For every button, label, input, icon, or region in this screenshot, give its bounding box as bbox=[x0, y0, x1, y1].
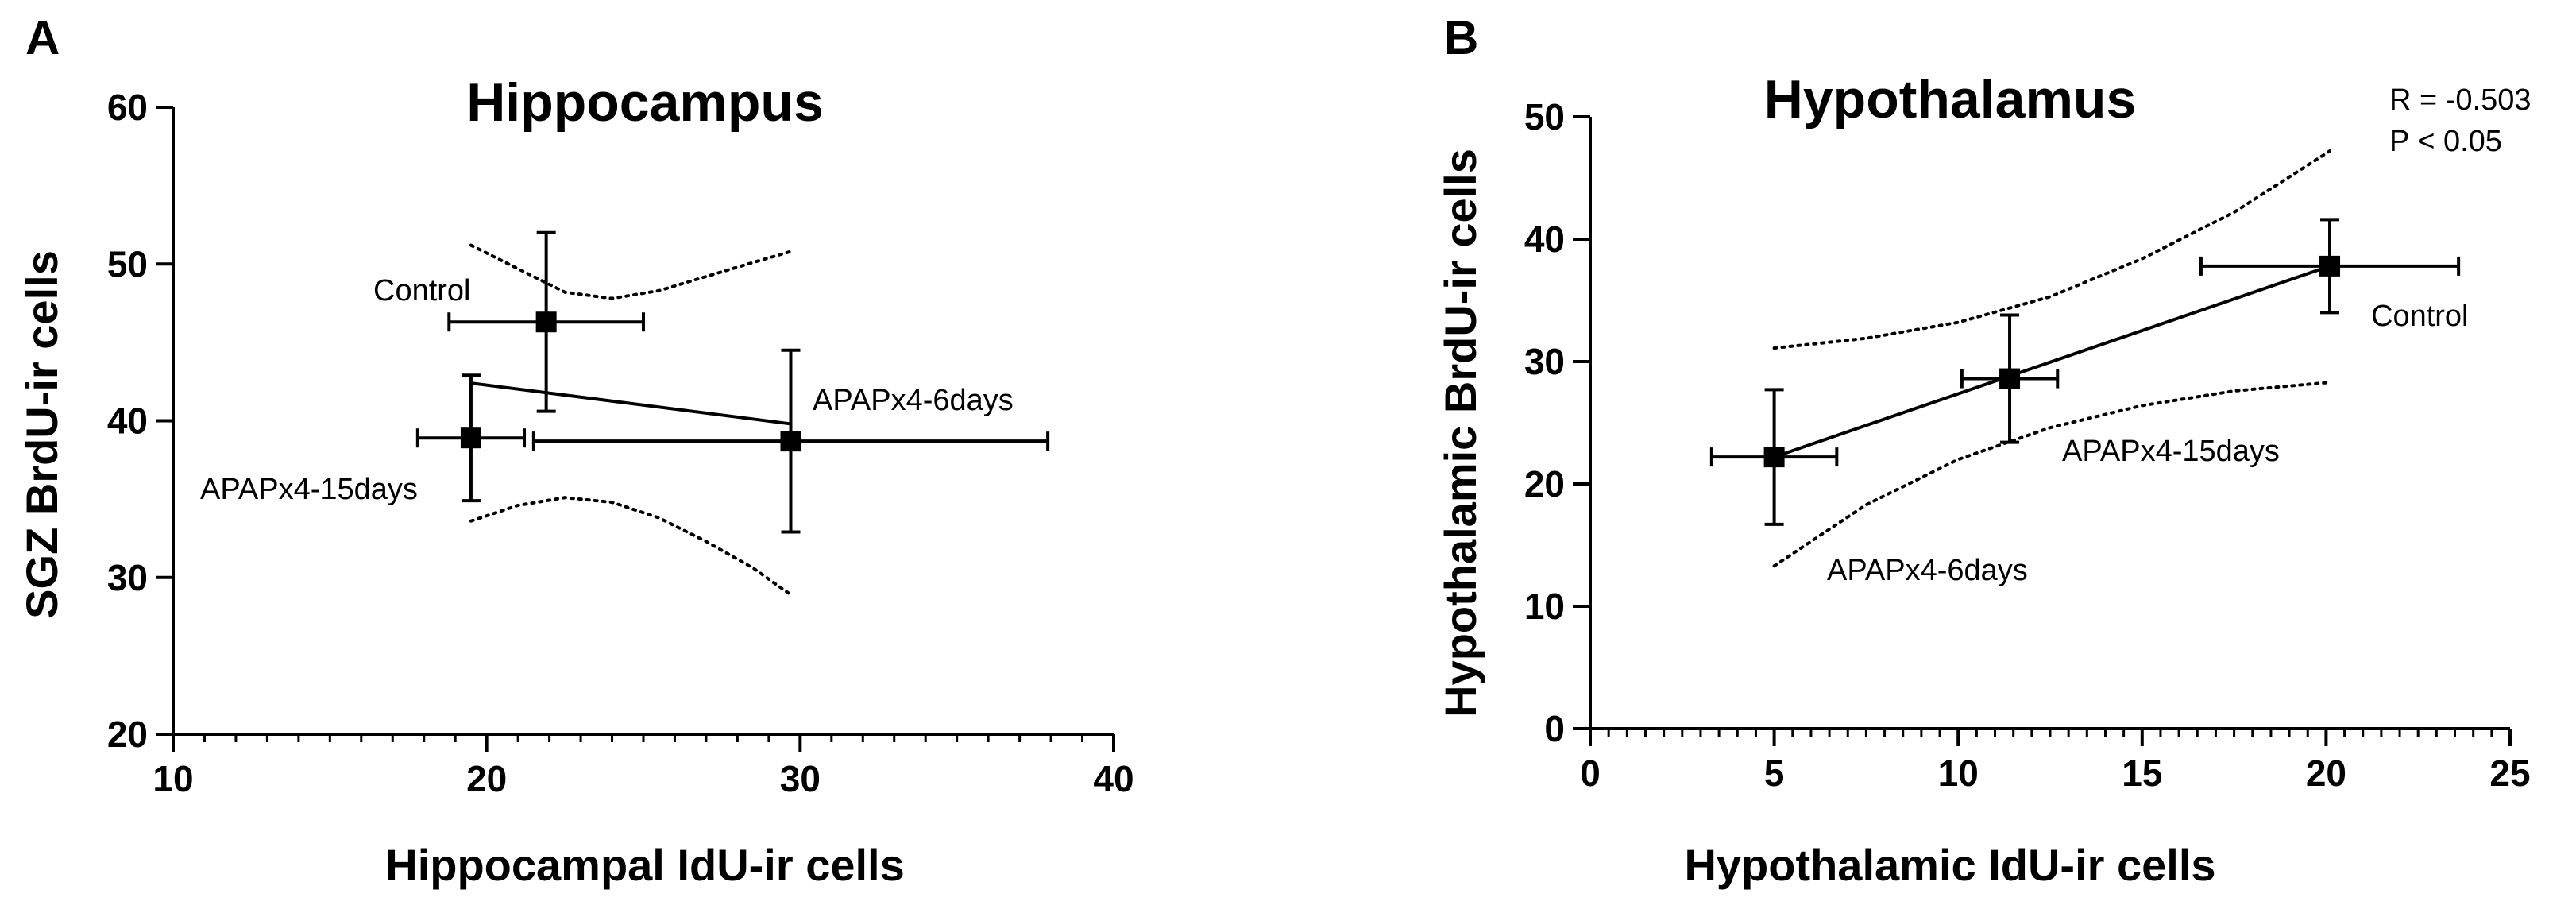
square-marker bbox=[1999, 368, 2021, 389]
data-point bbox=[531, 348, 1050, 534]
y-tick-label: 50 bbox=[107, 243, 148, 284]
data-point bbox=[415, 373, 527, 503]
square-marker bbox=[2319, 255, 2341, 277]
confidence-band-a bbox=[469, 243, 793, 597]
x-tick-label: 15 bbox=[2122, 752, 2162, 794]
point-label-control-a: Control bbox=[373, 274, 471, 308]
square-marker bbox=[460, 427, 481, 449]
y-tick-label: 60 bbox=[107, 87, 148, 128]
point-label-apapx4-15days-b: APAPx4-15days bbox=[2062, 435, 2280, 468]
data-point bbox=[2199, 218, 2461, 315]
ci-upper-curve bbox=[469, 243, 793, 300]
y-tick-label: 0 bbox=[1544, 708, 1565, 749]
panel-b: B Hypothalamus Hypothalamic IdU-ir cells… bbox=[1435, 11, 2532, 890]
point-label-apapx4-6days-a: APAPx4-6days bbox=[813, 384, 1014, 417]
data-point bbox=[1709, 388, 1839, 526]
x-axis-label-b: Hypothalamic IdU-ir cells bbox=[1684, 840, 2215, 890]
ci-upper-curve bbox=[1772, 149, 2331, 350]
data-point bbox=[1960, 313, 2060, 444]
y-tick-label: 20 bbox=[107, 714, 148, 755]
square-marker bbox=[1763, 447, 1785, 468]
x-tick-label: 30 bbox=[780, 758, 821, 799]
chart-title-b: Hypothalamus bbox=[1764, 69, 2137, 130]
y-axis-label-b: Hypothalamic BrdU-ir cells bbox=[1435, 149, 1485, 718]
axes-b: 0 5 10 15 20 25 0 10 20 30 40 50 bbox=[1524, 96, 2531, 794]
square-marker bbox=[780, 431, 801, 452]
data-points-a bbox=[415, 230, 1050, 534]
point-label-apapx4-15days-a: APAPx4-15days bbox=[200, 473, 418, 506]
panel-letter-a: A bbox=[25, 11, 60, 64]
y-tick-label: 10 bbox=[1524, 586, 1565, 627]
regression-line-b bbox=[1773, 264, 2331, 459]
x-axis-label-a: Hippocampal IdU-ir cells bbox=[385, 840, 905, 890]
y-axis-label-a: SGZ BrdU-ir cells bbox=[17, 250, 67, 619]
x-tick-label: 10 bbox=[1938, 752, 1979, 794]
stat-p-value: P < 0.05 bbox=[2389, 125, 2502, 158]
y-tick-label: 30 bbox=[107, 557, 148, 598]
ci-lower-curve bbox=[469, 496, 793, 597]
x-tick-label: 20 bbox=[466, 758, 507, 799]
regression-line bbox=[470, 381, 791, 426]
y-tick-label: 40 bbox=[107, 400, 148, 442]
x-tick-label: 5 bbox=[1764, 752, 1785, 794]
chart-title-a: Hippocampus bbox=[466, 72, 824, 133]
ci-lower-curve bbox=[1772, 381, 2331, 568]
data-point bbox=[447, 230, 645, 413]
regression-line bbox=[1773, 264, 2331, 459]
x-tick-label: 25 bbox=[2489, 752, 2530, 794]
point-label-control-b: Control bbox=[2371, 300, 2469, 333]
x-tick-label: 10 bbox=[153, 758, 193, 799]
panel-letter-b: B bbox=[1444, 11, 1478, 64]
panel-a: A Hippocampus Hippocampal IdU-ir cells S… bbox=[17, 11, 1134, 890]
y-tick-label: 20 bbox=[1524, 463, 1565, 505]
stat-r-value: R = -0.503 bbox=[2389, 83, 2532, 117]
square-marker bbox=[535, 311, 557, 333]
confidence-band-b bbox=[1772, 149, 2331, 568]
point-label-apapx4-6days-b: APAPx4-6days bbox=[1827, 554, 2028, 587]
x-tick-label: 20 bbox=[2306, 752, 2346, 794]
regression-line-a bbox=[470, 381, 791, 426]
data-points-b bbox=[1709, 218, 2461, 526]
y-tick-label: 40 bbox=[1524, 219, 1565, 260]
y-tick-label: 30 bbox=[1524, 341, 1565, 382]
y-tick-label: 50 bbox=[1524, 96, 1565, 137]
x-tick-label: 40 bbox=[1093, 758, 1134, 799]
x-tick-label: 0 bbox=[1580, 752, 1601, 794]
